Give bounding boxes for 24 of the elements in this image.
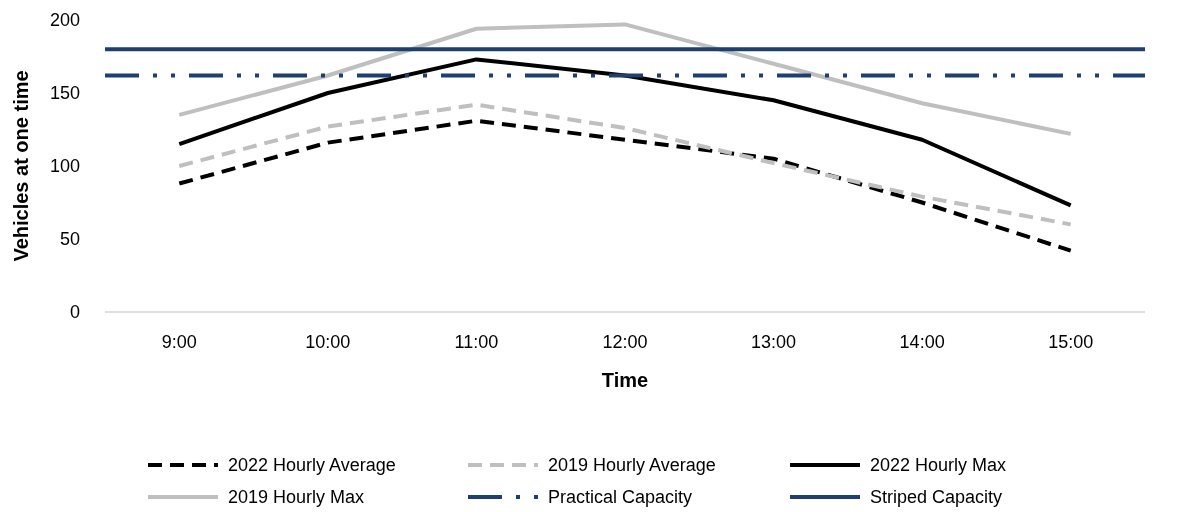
legend-label: 2019 Hourly Average — [548, 455, 716, 476]
line-series — [177, 118, 1073, 253]
x-tick-label: 10:00 — [305, 332, 351, 352]
line-series — [177, 57, 1073, 208]
legend-label: Practical Capacity — [548, 487, 693, 508]
y-tick-label: 50 — [59, 229, 80, 250]
y-tick-label: 0 — [69, 302, 80, 323]
x-tick-label: 12:00 — [602, 332, 648, 352]
x-tick-label: 14:00 — [899, 332, 945, 352]
y-tick-label: 100 — [49, 156, 80, 177]
legend-label: 2019 Hourly Max — [228, 487, 365, 508]
line-series — [177, 102, 1073, 227]
x-tick-label: 13:00 — [751, 332, 797, 352]
x-tick-label: 15:00 — [1048, 332, 1094, 352]
x-axis-title: Time — [601, 369, 649, 391]
legend-label: 2022 Hourly Average — [228, 455, 396, 476]
y-tick-label: 150 — [49, 83, 80, 104]
legend-label: 2022 Hourly Max — [870, 455, 1007, 476]
legend-label: Striped Capacity — [870, 487, 1003, 508]
y-axis-title: Vehicles at one time — [10, 70, 32, 262]
x-tick-label: 9:00 — [161, 332, 197, 352]
x-tick-label: 11:00 — [454, 332, 499, 352]
line-series — [177, 22, 1073, 136]
y-tick-label: 200 — [49, 10, 80, 31]
